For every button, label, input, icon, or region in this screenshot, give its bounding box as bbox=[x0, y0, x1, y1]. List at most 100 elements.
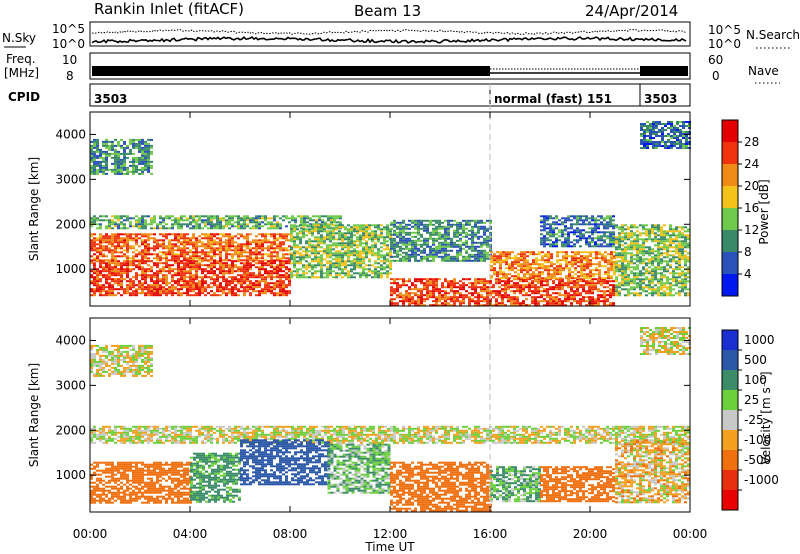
heatmap-cell bbox=[141, 168, 144, 171]
heatmap-cell bbox=[144, 146, 147, 149]
heatmap-cell bbox=[517, 261, 520, 264]
heatmap-cell bbox=[198, 259, 201, 262]
heatmap-cell bbox=[374, 276, 377, 279]
heatmap-cell bbox=[582, 296, 585, 299]
heatmap-cell bbox=[186, 292, 189, 295]
heatmap-cell bbox=[243, 259, 246, 262]
heatmap-cell bbox=[423, 241, 426, 244]
heatmap-cell bbox=[305, 248, 308, 251]
heatmap-cell bbox=[192, 294, 195, 297]
heatmap-cell bbox=[108, 221, 111, 224]
heatmap-cell bbox=[585, 243, 588, 246]
heatmap-cell bbox=[249, 276, 252, 279]
heatmap-cell bbox=[456, 300, 459, 303]
heatmap-cell bbox=[356, 258, 359, 261]
heatmap-cell bbox=[505, 263, 508, 266]
heatmap-cell bbox=[576, 280, 579, 283]
heatmap-cell bbox=[607, 261, 610, 264]
heatmap-cell bbox=[338, 260, 341, 263]
heatmap-cell bbox=[399, 245, 402, 248]
heatmap-cell bbox=[414, 278, 417, 281]
heatmap-cell bbox=[462, 235, 465, 238]
heatmap-cell bbox=[538, 277, 541, 280]
heatmap-cell bbox=[450, 280, 453, 283]
heatmap-cell bbox=[153, 221, 156, 224]
heatmap-cell bbox=[380, 224, 383, 227]
heatmap-cell bbox=[296, 228, 299, 231]
heatmap-cell bbox=[189, 249, 192, 252]
heatmap-cell bbox=[543, 243, 546, 246]
heatmap-cell bbox=[517, 259, 520, 262]
heatmap-cell bbox=[111, 221, 114, 224]
heatmap-cell bbox=[246, 284, 249, 287]
heatmap-cell bbox=[547, 257, 550, 260]
heatmap-cell bbox=[138, 140, 141, 143]
heatmap-cell bbox=[213, 264, 216, 267]
heatmap-cell bbox=[447, 280, 450, 283]
heatmap-cell bbox=[225, 235, 228, 238]
heatmap-cell bbox=[207, 286, 210, 289]
heatmap-cell bbox=[231, 290, 234, 293]
heatmap-cell bbox=[99, 284, 102, 287]
heatmap-cell bbox=[344, 272, 347, 275]
heatmap-cell bbox=[347, 250, 350, 253]
heatmap-cell bbox=[276, 247, 279, 250]
heatmap-cell bbox=[267, 241, 270, 244]
heatmap-cell bbox=[559, 259, 562, 262]
heatmap-cell bbox=[420, 278, 423, 281]
heatmap-cell bbox=[141, 290, 144, 293]
heatmap-cell bbox=[234, 260, 237, 263]
heatmap-cell bbox=[293, 230, 296, 233]
heatmap-cell bbox=[423, 239, 426, 242]
heatmap-cell bbox=[210, 233, 213, 236]
heatmap-cell bbox=[201, 253, 204, 256]
heatmap-cell bbox=[347, 258, 350, 261]
heatmap-cell bbox=[558, 298, 561, 301]
heatmap-cell bbox=[141, 162, 144, 165]
heatmap-cell bbox=[234, 294, 237, 297]
heatmap-cell bbox=[624, 274, 627, 277]
heatmap-cell bbox=[102, 241, 105, 244]
heatmap-cell bbox=[477, 259, 480, 262]
heatmap-cell bbox=[402, 257, 405, 260]
heatmap-cell bbox=[567, 286, 570, 289]
heatmap-cell bbox=[365, 248, 368, 251]
heatmap-cell bbox=[126, 166, 129, 169]
heatmap-cell bbox=[438, 241, 441, 244]
heatmap-cell bbox=[243, 245, 246, 248]
heatmap-cell bbox=[302, 256, 305, 259]
heatmap-cell bbox=[276, 270, 279, 273]
heatmap-cell bbox=[558, 229, 561, 232]
heatmap-cell bbox=[555, 302, 558, 305]
heatmap-cell bbox=[438, 292, 441, 295]
heatmap-cell bbox=[210, 245, 213, 248]
heatmap-cell bbox=[552, 300, 555, 303]
heatmap-cell bbox=[261, 239, 264, 242]
heatmap-cell bbox=[597, 231, 600, 234]
heatmap-cell bbox=[219, 276, 222, 279]
heatmap-cell bbox=[453, 290, 456, 293]
heatmap-cell bbox=[447, 223, 450, 226]
heatmap-cell bbox=[183, 292, 186, 295]
heatmap-cell bbox=[171, 276, 174, 279]
heatmap-cell bbox=[189, 294, 192, 297]
heatmap-cell bbox=[162, 239, 165, 242]
heatmap-cell bbox=[129, 292, 132, 295]
heatmap-cell bbox=[201, 260, 204, 263]
heatmap-cell bbox=[123, 148, 126, 151]
heatmap-cell bbox=[317, 276, 320, 279]
heatmap-cell bbox=[255, 227, 258, 230]
heatmap-cell bbox=[603, 302, 606, 305]
nave-tick-top: 60 bbox=[708, 53, 723, 67]
heatmap-cell bbox=[383, 254, 386, 257]
heatmap-cell bbox=[423, 225, 426, 228]
heatmap-cell bbox=[305, 250, 308, 253]
heatmap-cell bbox=[613, 273, 616, 276]
heatmap-cell bbox=[222, 219, 225, 222]
heatmap-cell bbox=[288, 221, 291, 224]
heatmap-cell bbox=[201, 292, 204, 295]
heatmap-cell bbox=[359, 226, 362, 229]
freq-tick-bottom: 8 bbox=[66, 69, 74, 83]
heatmap-cell bbox=[399, 227, 402, 230]
heatmap-cell bbox=[168, 249, 171, 252]
